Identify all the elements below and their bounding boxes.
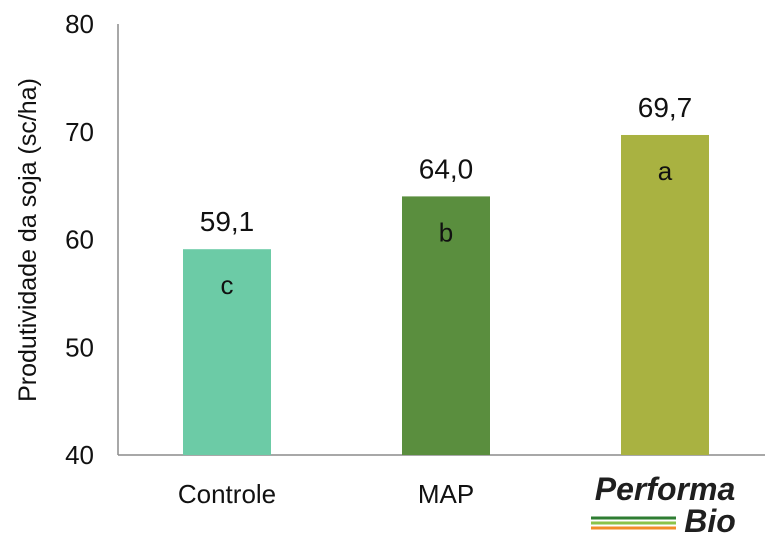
y-tick-label-40: 40 bbox=[65, 440, 94, 470]
logo-line2: Bio bbox=[684, 503, 736, 537]
y-tick-label-80: 80 bbox=[65, 9, 94, 39]
value-label-3: 69,7 bbox=[638, 92, 693, 123]
x-tick-label-map: MAP bbox=[418, 479, 474, 509]
bar-2 bbox=[402, 196, 490, 455]
y-axis-label: Produtividade da soja (sc/ha) bbox=[14, 78, 42, 402]
performa-bio-logo: Performa Bio bbox=[591, 471, 736, 537]
y-tick-label-60: 60 bbox=[65, 225, 94, 255]
x-tick-labels: Controle MAP bbox=[178, 479, 474, 509]
bar-1 bbox=[183, 249, 271, 455]
value-label-1: 59,1 bbox=[200, 206, 255, 237]
x-tick-label-controle: Controle bbox=[178, 479, 276, 509]
bars bbox=[183, 134, 709, 456]
value-label-2: 64,0 bbox=[419, 153, 474, 184]
logo-line1: Performa bbox=[595, 471, 736, 507]
group-letter-2: b bbox=[439, 217, 453, 247]
y-tick-labels: 40 50 60 70 80 bbox=[65, 9, 94, 470]
group-letters: c b a bbox=[221, 156, 673, 300]
y-tick-label-70: 70 bbox=[65, 117, 94, 147]
value-labels: 59,1 64,0 69,7 bbox=[200, 92, 693, 237]
group-letter-3: a bbox=[658, 156, 673, 186]
bar-3 bbox=[621, 134, 709, 456]
group-letter-1: c bbox=[221, 270, 234, 300]
y-tick-label-50: 50 bbox=[65, 332, 94, 362]
